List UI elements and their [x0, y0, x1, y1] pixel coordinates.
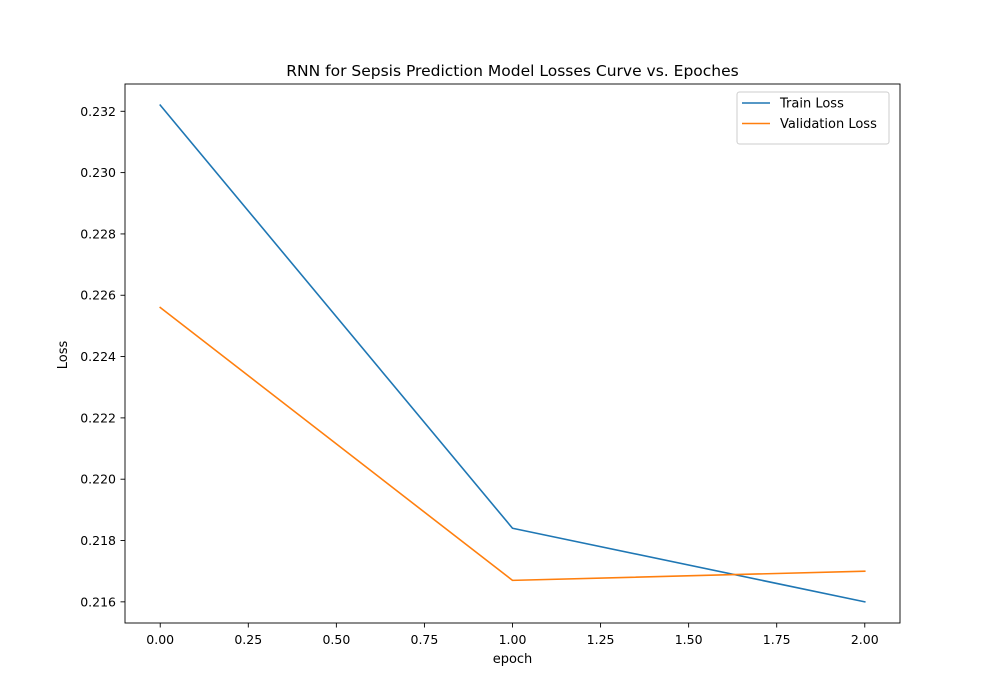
x-axis-label: epoch [493, 652, 533, 667]
x-tick-label: 2.00 [851, 632, 879, 647]
x-tick-label: 0.50 [322, 632, 350, 647]
x-tick-label: 0.25 [234, 632, 262, 647]
legend-box [736, 91, 890, 145]
legend: Train Loss Validation Loss [736, 91, 890, 145]
y-tick-label: 0.232 [80, 104, 116, 119]
y-tick-label: 0.226 [80, 288, 116, 303]
x-tick-label: 1.00 [499, 632, 527, 647]
chart-title: RNN for Sepsis Prediction Model Losses C… [286, 62, 738, 80]
series-line-validation-loss [159, 306, 866, 582]
y-tick-label: 0.224 [80, 349, 116, 364]
y-tick-label: 0.228 [80, 226, 116, 241]
x-tick-label: 1.50 [675, 632, 703, 647]
y-axis-label: Loss [56, 341, 71, 370]
y-tick-label: 0.220 [80, 472, 116, 487]
x-tick-label: 0.00 [146, 632, 174, 647]
plot-area: 0.00 0.25 0.50 0.75 1.00 1.25 1.50 1.75 2.00 0.21… [80, 83, 901, 647]
y-tick-label: 0.218 [80, 533, 116, 548]
x-tick-label: 1.25 [587, 632, 615, 647]
x-tick-label: 0.75 [411, 632, 439, 647]
x-tick-label: 1.75 [763, 632, 791, 647]
y-tick-label: 0.230 [80, 165, 116, 180]
y-tick-label: 0.216 [80, 594, 116, 609]
legend-label: Validation Loss [780, 117, 877, 132]
series-line-train-loss [159, 104, 866, 603]
legend-label: Train Loss [779, 97, 844, 112]
y-tick-label: 0.222 [80, 410, 116, 425]
